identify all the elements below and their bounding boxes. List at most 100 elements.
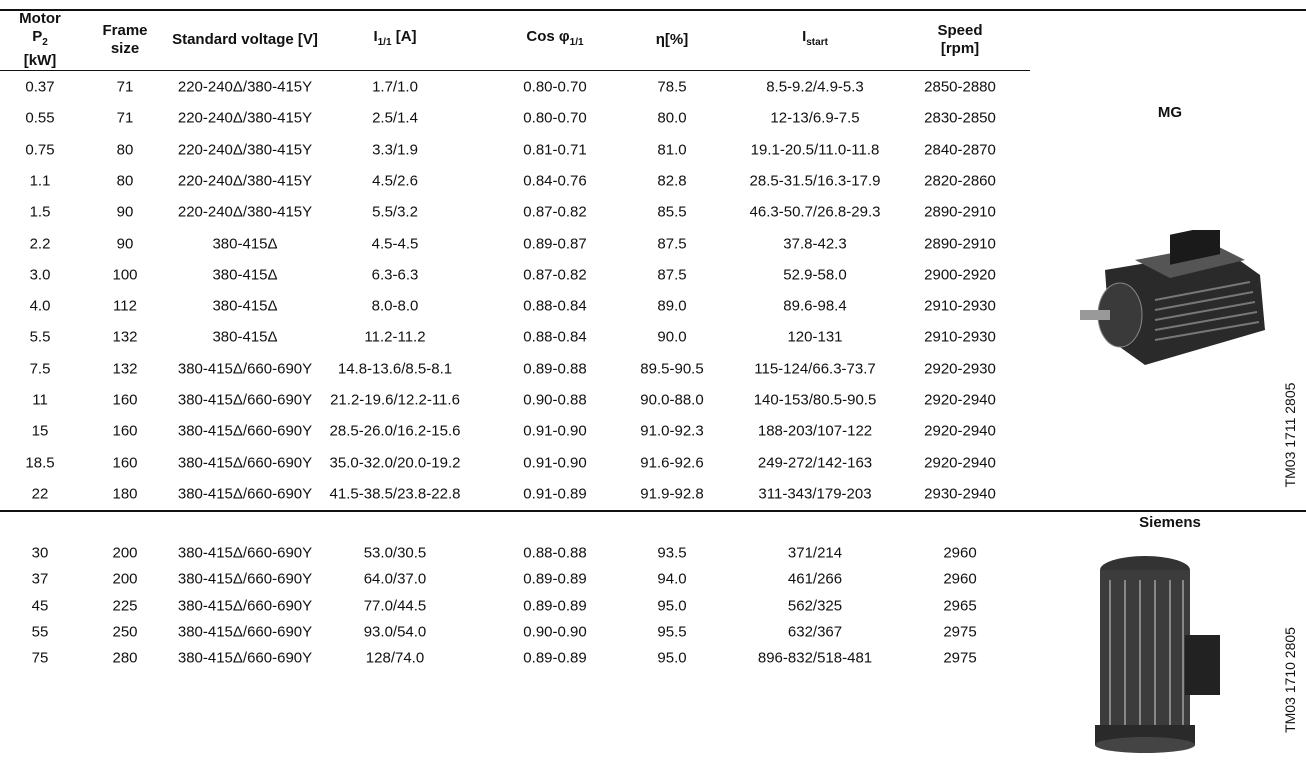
table-cell: 18.5: [25, 454, 55, 472]
table-cell: 11: [32, 391, 48, 409]
table-cell: 2920-2940: [924, 391, 996, 409]
table-cell: 5.5: [29, 328, 51, 346]
top-rule: [0, 9, 1306, 11]
table-cell: 0.81-0.71: [523, 141, 587, 159]
siemens-motor-image: [1095, 556, 1220, 753]
table-cell: 0.90-0.90: [523, 623, 587, 641]
image-code: TM03 1711 2805: [1282, 382, 1298, 488]
section-rule: [0, 510, 1306, 512]
table-cell: 0.88-0.88: [523, 544, 587, 562]
table-cell: 37: [31, 570, 49, 588]
table-cell: 93.0/54.0: [363, 623, 427, 641]
table-cell: 12-13/6.9-7.5: [770, 109, 860, 127]
table-cell: 380-415Δ/660-690Y: [177, 570, 313, 588]
table-cell: 2965: [943, 597, 977, 614]
table-cell: 225: [112, 597, 138, 614]
table-cell: 380-415Δ/660-690Y: [177, 422, 313, 440]
table-cell: 4.5/2.6: [372, 172, 418, 190]
table-cell: 380-415Δ/660-690Y: [177, 485, 313, 503]
table-cell: 632/367: [787, 623, 843, 641]
table-cell: 200: [112, 544, 138, 562]
table-cell: 371/214: [787, 544, 843, 562]
table-cell: 380-415Δ/660-690Y: [177, 360, 313, 378]
table-cell: 28.5-31.5/16.3-17.9: [749, 172, 881, 190]
header-text: Istart: [802, 28, 828, 52]
table-cell: 3.0: [29, 266, 51, 284]
table-cell: 85.5: [657, 203, 687, 221]
table-cell: 2820-2860: [924, 172, 996, 190]
table-cell: 35.0-32.0/20.0-19.2: [329, 454, 461, 472]
header-subscript: 2: [42, 37, 48, 48]
table-cell: 220-240Δ/380-415Y: [177, 141, 313, 159]
table-cell: 4.0: [29, 297, 51, 315]
table-cell: 2910-2930: [924, 297, 996, 315]
table-cell: 380-415Δ/660-690Y: [177, 544, 313, 562]
column-header: Cos φ1/1: [500, 12, 610, 68]
header-label: η[%]: [655, 31, 689, 48]
header-text: Motor P2 [kW]: [16, 10, 64, 70]
column-header: Speed [rpm]: [929, 12, 991, 68]
table-cell: 250: [112, 623, 138, 641]
table-cell: 37.8-42.3: [783, 235, 847, 252]
table-cell: 2930-2940: [924, 485, 996, 503]
table-cell: 100: [112, 266, 138, 284]
header-text: Frame size: [98, 22, 152, 58]
table-cell: 1.5: [29, 203, 51, 221]
table-cell: 0.84-0.76: [523, 172, 587, 190]
table-cell: 0.90-0.88: [523, 391, 587, 409]
table-cell: 89.5-90.5: [640, 360, 704, 378]
table-cell: 46.3-50.7/26.8-29.3: [749, 203, 881, 221]
table-cell: 280: [112, 649, 138, 667]
table-cell: 112: [113, 297, 137, 315]
column-header: η[%]: [632, 12, 712, 68]
table-cell: 15: [31, 422, 49, 440]
header-symbol: I: [802, 28, 807, 45]
table-cell: 2850-2880: [924, 78, 996, 96]
table-cell: 28.5-26.0/16.2-15.6: [329, 422, 461, 440]
table-cell: 140-153/80.5-90.5: [753, 391, 877, 409]
table-cell: 0.55: [25, 109, 55, 127]
header-label: Frame size: [102, 22, 148, 57]
table-cell: 2890-2910: [924, 235, 996, 252]
table-cell: 11.2-11.2: [364, 328, 426, 346]
table-cell: 0.87-0.82: [523, 266, 587, 284]
table-cell: 2900-2920: [924, 266, 996, 284]
table-cell: 220-240Δ/380-415Y: [177, 109, 313, 127]
table-cell: 311-343/179-203: [758, 485, 872, 503]
table-cell: 4.5-4.5: [371, 235, 419, 252]
table-cell: 2840-2870: [924, 141, 996, 159]
table-cell: 8.5-9.2/4.9-5.3: [766, 78, 864, 96]
table-cell: 21.2-19.6/12.2-11.6: [330, 391, 460, 409]
table-cell: 75: [31, 649, 49, 667]
table-cell: 220-240Δ/380-415Y: [177, 203, 313, 221]
header-subscript: 1/1: [569, 37, 584, 48]
table-cell: 0.89-0.89: [523, 597, 587, 614]
table-cell: 5.5/3.2: [372, 203, 418, 221]
table-cell: 41.5-38.5/23.8-22.8: [329, 485, 461, 503]
table-cell: 3.3/1.9: [372, 141, 418, 159]
table-cell: 91.9-92.8: [640, 485, 704, 503]
header-symbol: P: [32, 28, 43, 45]
table-cell: 120-131: [787, 328, 843, 346]
table-cell: 30: [31, 544, 49, 562]
mg-motor-image: [1080, 230, 1265, 365]
table-cell: 380-415Δ: [212, 266, 278, 284]
table-cell: 95.0: [657, 597, 687, 614]
table-cell: 2975: [943, 623, 977, 641]
header-text: Cos φ1/1: [526, 28, 583, 52]
table-cell: 0.37: [25, 78, 55, 96]
header-label: Standard voltage [V]: [172, 31, 318, 48]
table-cell: 0.80-0.70: [523, 109, 587, 127]
table-cell: 0.91-0.90: [523, 454, 587, 472]
header-text: I1/1 [A]: [373, 28, 416, 52]
table-cell: 90: [116, 235, 134, 252]
table-cell: 19.1-20.5/11.0-11.8: [750, 141, 880, 159]
table-cell: 380-415Δ/660-690Y: [177, 597, 313, 614]
table-cell: 91.6-92.6: [640, 454, 704, 472]
table-cell: 89.6-98.4: [783, 297, 847, 315]
table-cell: 2960: [943, 570, 977, 588]
column-header: Motor P2 [kW]: [16, 10, 64, 70]
table-cell: 2920-2940: [924, 422, 996, 440]
table-cell: 2890-2910: [924, 203, 996, 221]
